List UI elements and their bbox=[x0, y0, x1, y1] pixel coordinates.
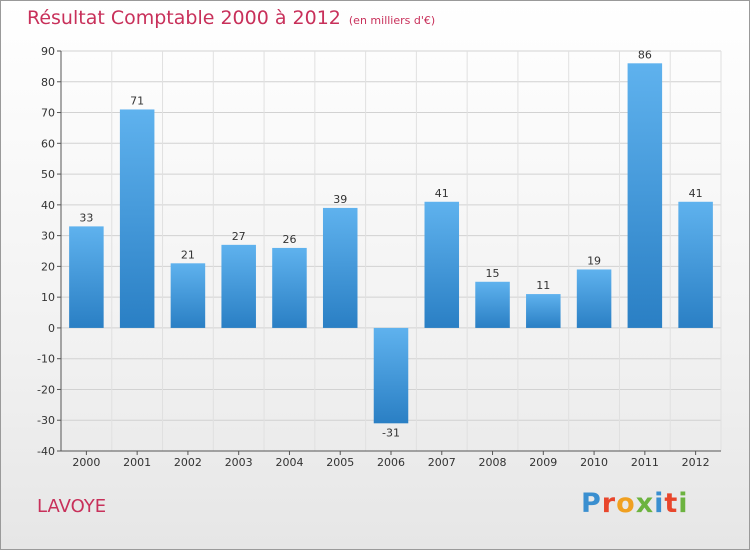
y-tick-label: 70 bbox=[41, 107, 55, 120]
value-label-2009: 11 bbox=[536, 279, 550, 292]
chart-unit-label: (en milliers d'€) bbox=[348, 14, 436, 27]
x-tick-label-2008: 2008 bbox=[479, 456, 507, 469]
x-tick-label-2006: 2006 bbox=[377, 456, 405, 469]
logo-letter: r bbox=[601, 488, 617, 519]
commune-name: LAVOYE bbox=[37, 496, 107, 517]
x-tick-label-2003: 2003 bbox=[225, 456, 253, 469]
bar-2008 bbox=[475, 281, 510, 328]
y-tick-label: 40 bbox=[41, 199, 55, 212]
value-labels: 33 71 21 27 26 39 -31 41 15 11 19 86 41 bbox=[79, 48, 702, 439]
y-tick-label: 20 bbox=[41, 260, 55, 273]
value-label-2011: 86 bbox=[638, 48, 652, 61]
y-tick-label: 90 bbox=[41, 45, 55, 58]
axes: -40 -30 -20 -10 0 10 20 30 40 50 60 70 80 90 2000 2001 2… bbox=[37, 45, 721, 469]
y-tick-label: 10 bbox=[41, 291, 55, 304]
y-tick-label: -10 bbox=[37, 353, 55, 366]
x-tick-label-2012: 2012 bbox=[682, 456, 710, 469]
bar-2004 bbox=[272, 247, 307, 328]
bar-2003 bbox=[221, 244, 256, 328]
x-tick-label-2004: 2004 bbox=[275, 456, 303, 469]
bar-2010 bbox=[576, 269, 612, 328]
y-tick-label: 0 bbox=[48, 322, 55, 335]
x-tick-label-2010: 2010 bbox=[580, 456, 608, 469]
chart-title: Résultat Comptable 2000 à 2012 (en millie… bbox=[27, 7, 435, 29]
y-tick-label: -30 bbox=[37, 414, 55, 427]
y-tick-label: 30 bbox=[41, 230, 55, 243]
value-label-2008: 15 bbox=[486, 267, 500, 280]
bar-2002 bbox=[170, 263, 206, 328]
bar-2005 bbox=[322, 207, 358, 328]
value-label-2003: 27 bbox=[232, 230, 246, 243]
value-label-2010: 19 bbox=[587, 254, 601, 267]
value-label-2006: -31 bbox=[382, 426, 400, 439]
bar-2011 bbox=[627, 63, 663, 328]
y-tick-label: -40 bbox=[37, 445, 55, 458]
y-tick-label: 80 bbox=[41, 76, 55, 89]
value-label-2004: 26 bbox=[282, 233, 296, 246]
x-tick-label-2009: 2009 bbox=[529, 456, 557, 469]
bar-2000 bbox=[69, 226, 104, 328]
logo-letter: t bbox=[664, 488, 679, 519]
bar-2001 bbox=[119, 109, 155, 328]
value-label-2000: 33 bbox=[79, 211, 93, 224]
logo-letter: i bbox=[654, 488, 665, 519]
value-label-2007: 41 bbox=[435, 187, 449, 200]
value-label-2005: 39 bbox=[333, 193, 347, 206]
value-label-2012: 41 bbox=[689, 187, 703, 200]
x-tick-label-2000: 2000 bbox=[72, 456, 100, 469]
value-label-2002: 21 bbox=[181, 248, 195, 261]
value-label-2001: 71 bbox=[130, 94, 144, 107]
bars bbox=[69, 63, 713, 424]
x-tick-label-2011: 2011 bbox=[631, 456, 659, 469]
y-tick-label: -20 bbox=[37, 383, 55, 396]
y-tick-label: 50 bbox=[41, 168, 55, 181]
logo-letter: i bbox=[678, 488, 689, 519]
bar-2007 bbox=[424, 201, 460, 328]
proxiti-logo: Proxiti bbox=[581, 488, 689, 519]
bar-2012 bbox=[678, 201, 713, 328]
x-tick-label-2005: 2005 bbox=[326, 456, 354, 469]
x-tick-label-2002: 2002 bbox=[174, 456, 202, 469]
logo-letter: x bbox=[635, 488, 655, 519]
x-tick-label-2007: 2007 bbox=[428, 456, 456, 469]
chart-title-text: Résultat Comptable 2000 à 2012 bbox=[27, 7, 341, 29]
x-tick-label-2001: 2001 bbox=[123, 456, 151, 469]
bar-2009 bbox=[526, 294, 561, 328]
logo-letter: o bbox=[616, 488, 636, 519]
logo-letter: P bbox=[581, 488, 602, 519]
y-tick-label: 60 bbox=[41, 137, 55, 150]
bar-2006 bbox=[373, 327, 409, 424]
